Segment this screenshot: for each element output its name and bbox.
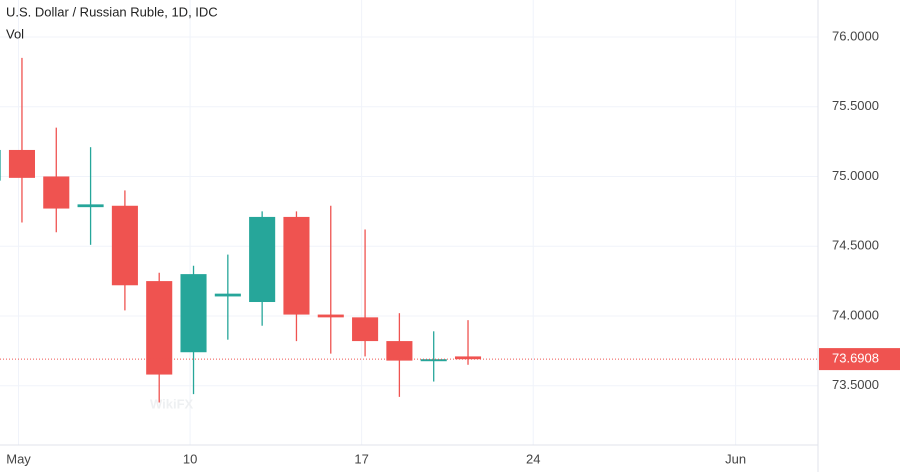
candle-body	[352, 317, 379, 342]
last-price-box	[819, 348, 900, 371]
x-tick-label: 17	[354, 451, 368, 466]
candle-body	[8, 149, 35, 178]
y-tick-label: 75.5000	[832, 98, 879, 113]
candle-body	[454, 356, 482, 360]
axes: 73.5000 74.0000 74.5000 75.0000 75.5000 76.00…	[6, 28, 900, 466]
candle-body	[317, 314, 344, 318]
x-tick-label: May	[6, 451, 31, 466]
y-tick-label: 74.0000	[832, 307, 879, 322]
x-tick-label: Jun	[725, 451, 746, 466]
candle-body	[77, 204, 104, 208]
candle-body	[249, 216, 276, 303]
y-tick-label: 74.5000	[832, 238, 879, 253]
candle-body	[0, 149, 1, 181]
x-tick-label: 24	[526, 451, 540, 466]
watermark: WikiFX	[150, 396, 194, 411]
plot-area	[0, 57, 818, 403]
candle-body	[214, 293, 241, 297]
candle-body	[420, 359, 447, 362]
x-tick-label: 10	[183, 451, 197, 466]
candle-body	[43, 176, 70, 209]
candle-body	[146, 281, 173, 375]
candle-body	[180, 274, 207, 353]
candle-body	[386, 341, 413, 361]
candle-body	[111, 205, 138, 286]
y-tick-label: 73.5000	[832, 377, 879, 392]
y-tick-label: 76.0000	[832, 28, 879, 43]
last-price-label: 73.6908	[832, 351, 879, 366]
candle-body	[283, 216, 310, 315]
chart-title: U.S. Dollar / Russian Ruble, 1D, IDC	[6, 4, 218, 19]
volume-label: Vol	[6, 26, 24, 41]
y-tick-label: 75.0000	[832, 168, 879, 183]
